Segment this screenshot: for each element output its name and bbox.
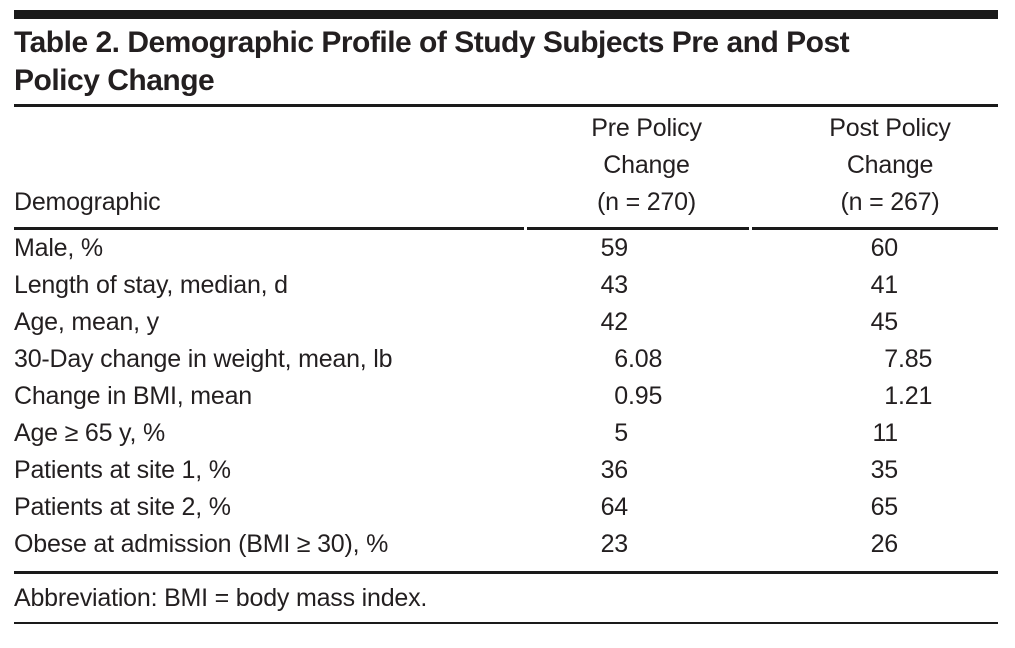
- column-header-pre-policy: Pre Policy Change (n = 270): [591, 114, 702, 216]
- post-policy-value: 45: [750, 308, 998, 337]
- bottom-rule: [14, 622, 998, 624]
- row-label: Male, %: [14, 234, 103, 262]
- table-row: Obese at admission (BMI ≥ 30), % 23 26: [14, 526, 998, 563]
- table-row: 30-Day change in weight, mean, lb 6.08 7.8…: [14, 341, 998, 378]
- row-label: Obese at admission (BMI ≥ 30), %: [14, 530, 389, 558]
- value-fraction-part: .85: [898, 345, 933, 373]
- table-top-bar: [14, 10, 998, 19]
- table-body: Male, % 59 60 Length of stay, median, d 43 41…: [14, 230, 998, 563]
- pre-policy-value: 36: [525, 456, 750, 485]
- row-label: 30-Day change in weight, mean, lb: [14, 345, 393, 373]
- footnote-rule: [14, 571, 998, 574]
- value-integer-part: 64: [600, 493, 629, 521]
- table-row: Age, mean, y 42 45: [14, 304, 998, 341]
- value-integer-part: 36: [600, 456, 629, 484]
- row-label: Change in BMI, mean: [14, 382, 252, 410]
- pre-policy-value: 5: [525, 419, 750, 448]
- row-label: Age ≥ 65 y, %: [14, 419, 166, 447]
- column-header-demographic: Demographic: [14, 188, 161, 216]
- value-integer-part: 60: [870, 234, 899, 262]
- post-policy-value: 65: [750, 493, 998, 522]
- table-footnote: Abbreviation: BMI = body mass index.: [14, 584, 428, 612]
- table-row: Patients at site 2, % 64 65: [14, 489, 998, 526]
- value-fraction-part: .95: [628, 382, 663, 410]
- post-policy-value: 35: [750, 456, 998, 485]
- table-row: Change in BMI, mean 0.95 1.21: [14, 378, 998, 415]
- pre-policy-value: 59: [525, 234, 750, 263]
- header-rule-segment: [527, 227, 749, 230]
- paper-table: Table 2. Demographic Profile of Study Su…: [14, 10, 998, 624]
- header-rule: [14, 227, 998, 230]
- value-integer-part: 0: [614, 382, 628, 410]
- value-integer-part: 23: [600, 530, 629, 558]
- value-integer-part: 7: [884, 345, 898, 373]
- post-policy-value: 7.85: [750, 345, 998, 374]
- table-row: Length of stay, median, d 43 41: [14, 267, 998, 304]
- value-fraction-part: .08: [628, 345, 663, 373]
- post-policy-value: 60: [750, 234, 998, 263]
- value-integer-part: 35: [870, 456, 899, 484]
- table-row: Male, % 59 60: [14, 230, 998, 267]
- row-label: Patients at site 2, %: [14, 493, 231, 521]
- post-policy-value: 1.21: [750, 382, 998, 411]
- value-integer-part: 1: [884, 382, 898, 410]
- post-policy-value: 26: [750, 530, 998, 559]
- value-integer-part: 45: [870, 308, 899, 336]
- value-fraction-part: .21: [898, 382, 933, 410]
- value-integer-part: 65: [870, 493, 899, 521]
- value-integer-part: 11: [872, 419, 898, 447]
- row-label: Patients at site 1, %: [14, 456, 231, 484]
- table-row: Age ≥ 65 y, % 5 11: [14, 415, 998, 452]
- pre-policy-value: 42: [525, 308, 750, 337]
- pre-policy-value: 6.08: [525, 345, 750, 374]
- title-rule: [14, 104, 998, 107]
- value-integer-part: 5: [614, 419, 628, 447]
- header-rule-segment: [752, 227, 998, 230]
- table-header-row: Demographic Pre Policy Change (n = 270) …: [14, 107, 998, 227]
- row-label: Age, mean, y: [14, 308, 159, 336]
- column-header-post-policy: Post Policy Change (n = 267): [829, 114, 951, 216]
- row-label: Length of stay, median, d: [14, 271, 288, 299]
- table-title: Table 2. Demographic Profile of Study Su…: [14, 26, 850, 97]
- header-rule-segment: [14, 227, 524, 230]
- value-integer-part: 43: [600, 271, 629, 299]
- pre-policy-value: 43: [525, 271, 750, 300]
- value-integer-part: 59: [600, 234, 629, 262]
- pre-policy-value: 64: [525, 493, 750, 522]
- post-policy-value: 41: [750, 271, 998, 300]
- value-integer-part: 26: [870, 530, 899, 558]
- post-policy-value: 11: [750, 419, 998, 448]
- pre-policy-value: 23: [525, 530, 750, 559]
- value-integer-part: 42: [600, 308, 629, 336]
- value-integer-part: 41: [870, 271, 899, 299]
- value-integer-part: 6: [614, 345, 628, 373]
- pre-policy-value: 0.95: [525, 382, 750, 411]
- table-row: Patients at site 1, % 36 35: [14, 452, 998, 489]
